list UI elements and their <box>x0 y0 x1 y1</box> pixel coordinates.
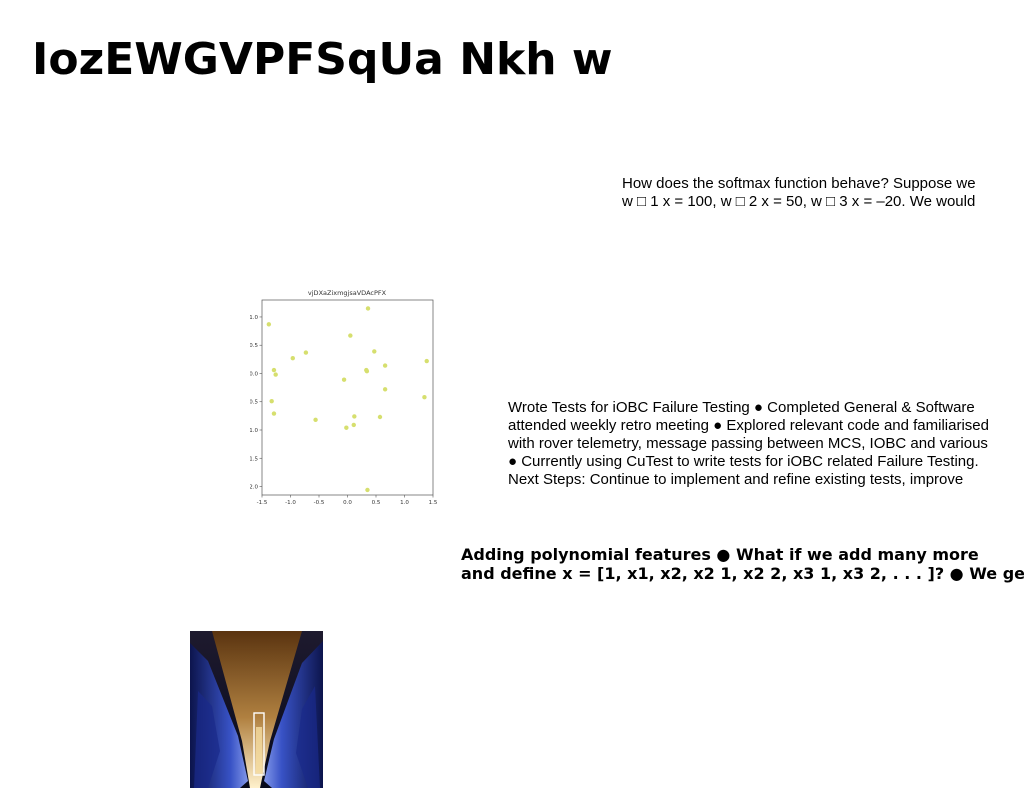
y-tick-label: -1.0 <box>250 428 258 434</box>
scatter-point <box>352 414 357 419</box>
scatter-point <box>424 358 429 364</box>
scatter-point <box>422 395 427 400</box>
softmax-text-block: How does the softmax function behave? Su… <box>622 175 976 211</box>
x-tick-label: -1.5 <box>257 500 268 504</box>
x-tick-label: 1.5 <box>429 500 438 504</box>
y-tick-label: -2.0 <box>250 485 258 491</box>
scatter-point <box>313 417 318 423</box>
scatter-point <box>372 349 377 354</box>
x-tick-label: 0.0 <box>343 500 352 504</box>
scatter-point <box>377 414 383 420</box>
text-line: w □ 1 x = 100, w □ 2 x = 50, w □ 3 x = –… <box>622 193 976 210</box>
scatter-point <box>290 356 295 361</box>
scatter-point <box>344 425 349 430</box>
text-line: Next Steps: Continue to implement and re… <box>508 471 964 488</box>
x-tick-label: -0.5 <box>314 500 325 504</box>
text-line: Wrote Tests for iOBC Failure Testing ● C… <box>508 399 975 416</box>
y-tick-label: 0.0 <box>250 371 258 377</box>
y-tick-label: -1.5 <box>250 456 258 462</box>
scatter-point <box>269 398 274 404</box>
polynomial-text-block: Adding polynomial features ● What if we … <box>461 545 1024 583</box>
text-line: and define x = [1, x1, x2, x2 1, x2 2, x… <box>461 563 1024 583</box>
x-tick-label: 0.5 <box>372 500 381 504</box>
scatter-point <box>365 487 370 493</box>
x-tick-label: -1.0 <box>285 500 296 504</box>
scatter-point <box>351 422 356 428</box>
slide-title: IozEWGVPFSqUa Nkh w <box>32 34 613 85</box>
scatter-point <box>271 367 277 373</box>
y-tick-label: 0.5 <box>250 343 258 349</box>
chart-title: vjDXaZixmgjsaVDAcPFX <box>308 289 387 297</box>
abstract-light-image <box>190 631 323 788</box>
x-tick-label: 1.0 <box>400 500 409 504</box>
plot-frame <box>261 299 434 496</box>
scatter-point <box>341 377 347 382</box>
scatter-point <box>348 333 353 338</box>
scatter-chart: vjDXaZixmgjsaVDAcPFX 1.0 0.5 0.0 -0.5 -1.0 -1… <box>250 289 438 504</box>
scatter-point <box>382 387 388 392</box>
text-line: attended weekly retro meeting ● Explored… <box>508 417 989 434</box>
text-line: Adding polynomial features ● What if we … <box>461 545 979 564</box>
scatter-point <box>266 322 272 327</box>
scatter-point <box>273 372 278 377</box>
scatter-point <box>364 369 370 374</box>
text-line: How does the softmax function behave? Su… <box>622 175 976 192</box>
scatter-point <box>365 306 371 311</box>
y-tick-label: 1.0 <box>250 315 258 321</box>
scatter-point <box>303 350 309 355</box>
text-line: ● Currently using CuTest to write tests … <box>508 453 979 470</box>
y-tick-label: -0.5 <box>250 400 258 406</box>
scatter-point <box>271 411 277 416</box>
text-line: with rover telemetry, message passing be… <box>508 435 988 452</box>
scatter-point <box>382 363 388 368</box>
iobc-text-block: Wrote Tests for iOBC Failure Testing ● C… <box>508 399 989 489</box>
